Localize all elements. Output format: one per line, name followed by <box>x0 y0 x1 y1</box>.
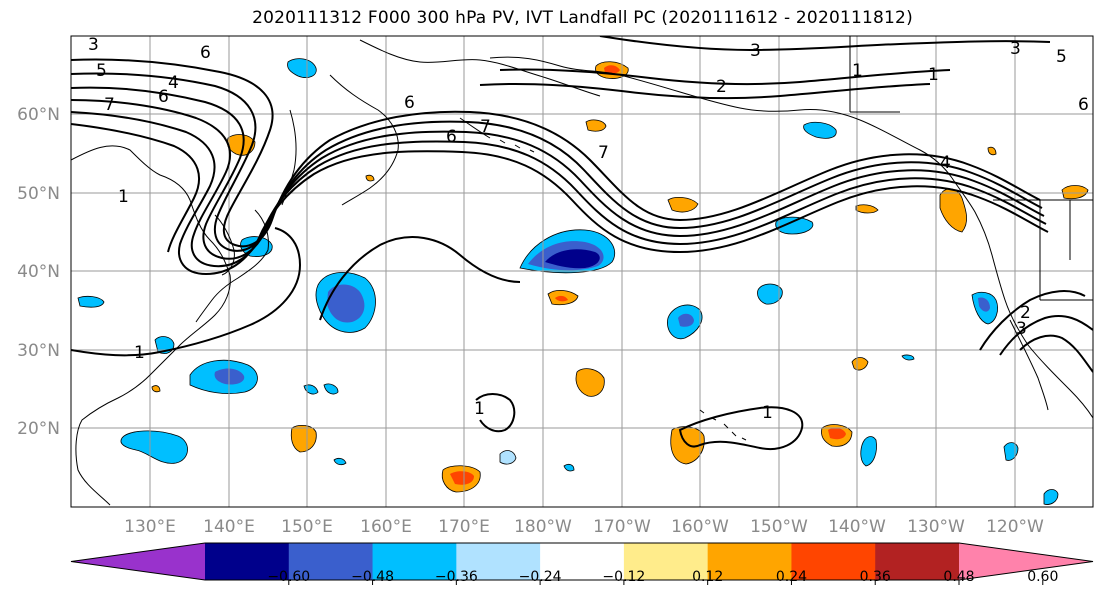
alaska-coastline <box>489 56 953 179</box>
colorbar-tick-label: 0.36 <box>860 569 891 585</box>
colorbar-tick-label: −0.24 <box>519 569 562 585</box>
contour-label: 1 <box>762 403 773 423</box>
latitude-labels: 60°N 50°N 40°N 30°N 20°N <box>17 105 60 439</box>
contour-label: 2 <box>1020 303 1031 323</box>
contour-label: 4 <box>940 153 951 173</box>
lat-label-50n: 50°N <box>17 184 60 204</box>
contour-label: 5 <box>1056 47 1067 67</box>
contour-label: 1 <box>928 65 939 85</box>
contour-1-south <box>475 393 516 433</box>
contour-1-central <box>319 236 521 321</box>
colorbar-segment <box>875 543 960 580</box>
lon-label: 170°W <box>593 517 651 537</box>
lon-label: 130°E <box>124 517 176 537</box>
contour-label: 6 <box>200 43 211 63</box>
colorbar-extend-min <box>71 543 205 580</box>
colorbar-segment <box>456 543 541 580</box>
contour-3-north <box>599 36 1051 52</box>
shading-layer <box>77 58 1089 505</box>
asia-coastline <box>71 36 231 507</box>
lon-label: 150°W <box>750 517 808 537</box>
contour-label: 1 <box>134 343 145 363</box>
chart-title: 2020111312 F000 300 hPa PV, IVT Landfall… <box>252 8 913 28</box>
canada-borders <box>849 36 900 113</box>
lon-label: 140°W <box>828 517 886 537</box>
contour-label: 7 <box>104 95 115 115</box>
colorbar-tick-label: −0.48 <box>351 569 394 585</box>
contour-label: 3 <box>1010 39 1021 59</box>
north-america-coastline <box>951 177 1093 419</box>
contour-1-asia <box>71 227 302 357</box>
kamchatka-coastline <box>329 74 399 206</box>
contour-1-hawaii <box>678 406 804 450</box>
colorbar-segment <box>707 543 792 580</box>
colorbar-tick-label: −0.12 <box>602 569 645 585</box>
colorbar-tick-label: −0.60 <box>267 569 310 585</box>
lat-label-40n: 40°N <box>17 262 60 282</box>
lon-label: 170°E <box>438 517 490 537</box>
colorbar-tick-label: 0.24 <box>776 569 807 585</box>
lon-label: 130°W <box>907 517 965 537</box>
negative-anomaly-patches <box>77 58 1059 505</box>
lon-label: 150°E <box>281 517 333 537</box>
contour-1-north <box>479 82 931 100</box>
colorbar-tick-label: 0.48 <box>943 569 974 585</box>
colorbar-extend-max <box>959 543 1093 580</box>
colorbar-segment <box>623 543 709 580</box>
colorbar-segment <box>288 543 374 580</box>
longitude-labels: 130°E 140°E 150°E 160°E 170°E 180°W 170°… <box>124 517 1044 537</box>
colorbar-outline <box>70 542 1094 581</box>
contour-label: 6 <box>1078 95 1089 115</box>
contour-2-north <box>499 68 951 86</box>
colorbar: −0.60 −0.48 −0.36 −0.24 −0.12 0.12 0.24 0.36 0.4… <box>70 542 1094 585</box>
colorbar-segment <box>205 543 290 580</box>
contour-labels: 3 5 6 7 6 7 6 7 3 2 1 1 3 4 6 5 1 1 1 2 … <box>88 35 1089 423</box>
hawaii-islands <box>699 409 747 441</box>
contour-label: 1 <box>118 187 129 207</box>
lon-label: 160°W <box>671 517 729 537</box>
siberia-coastline <box>359 39 601 97</box>
colorbar-tick-label: 0.12 <box>692 569 723 585</box>
contour-label: 1 <box>474 399 485 419</box>
contour-label: 6 <box>404 93 415 113</box>
contour-label: 3 <box>88 35 99 55</box>
contour-label: 2 <box>716 77 727 97</box>
contour-label: 6 <box>446 127 457 147</box>
lon-label: 140°E <box>203 517 255 537</box>
contour-label: 1 <box>852 61 863 81</box>
colorbar-segment <box>791 543 876 580</box>
colorbar-segment <box>372 543 457 580</box>
coastlines <box>71 36 1093 507</box>
lat-label-30n: 30°N <box>17 341 60 361</box>
lon-label: 160°E <box>360 517 412 537</box>
contour-2-east <box>979 290 1086 351</box>
lon-label: 180°W <box>514 517 572 537</box>
colorbar-segment <box>540 543 625 580</box>
pv-contours <box>71 36 1093 450</box>
contour-label: 7 <box>598 143 609 163</box>
contour-1-east <box>999 314 1093 356</box>
us-borders <box>993 199 1093 301</box>
aleutian-islands <box>459 117 549 155</box>
contour-label: 5 <box>96 61 107 81</box>
positive-anomaly-patches <box>151 61 1089 493</box>
contour-label: 3 <box>750 41 761 61</box>
contour-label: 7 <box>480 117 491 137</box>
map-frame <box>70 35 1094 508</box>
baja-coastline <box>1009 319 1049 411</box>
colorbar-tick-label: 0.60 <box>1027 569 1058 585</box>
contour-label: 3 <box>1016 319 1027 339</box>
lon-label: 120°W <box>986 517 1044 537</box>
japan-coastline <box>195 209 269 323</box>
colorbar-tick-label: −0.36 <box>435 569 478 585</box>
lat-label-60n: 60°N <box>17 105 60 125</box>
contour-label: 4 <box>168 73 179 93</box>
lat-label-20n: 20°N <box>17 419 60 439</box>
graticule <box>71 36 1093 507</box>
contour-label: 6 <box>158 87 169 107</box>
